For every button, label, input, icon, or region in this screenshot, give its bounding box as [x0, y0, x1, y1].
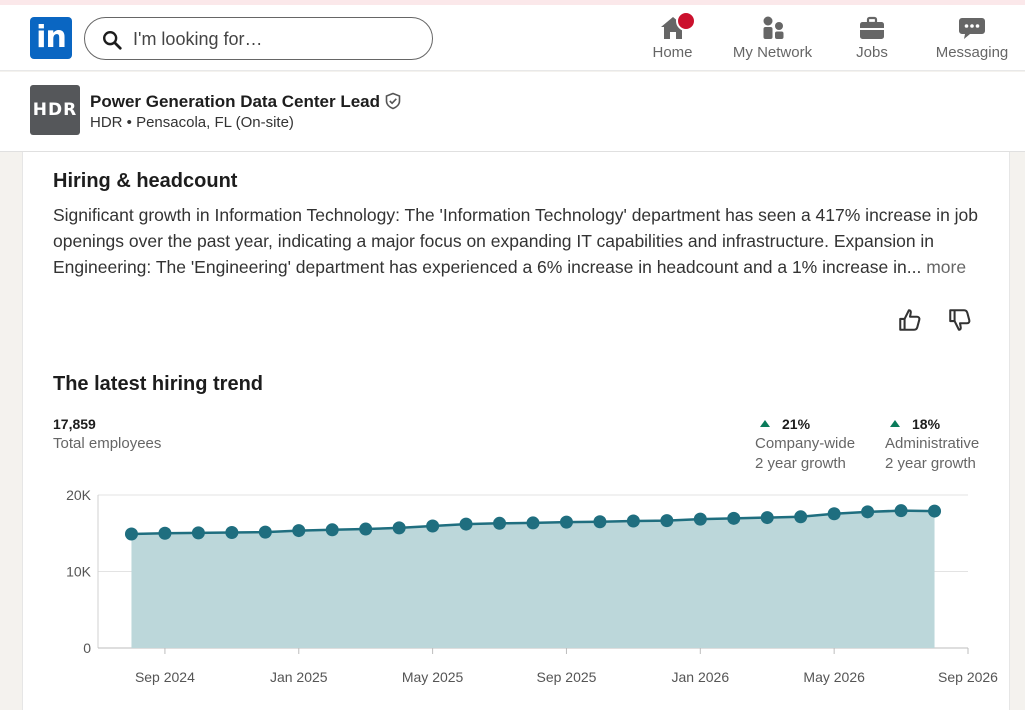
job-title[interactable]: Power Generation Data Center Lead: [90, 92, 402, 112]
data-point: [459, 517, 473, 531]
data-point: [794, 510, 808, 524]
verified-shield-icon: [385, 92, 401, 110]
search-input[interactable]: [133, 26, 423, 52]
x-tick-label: Sep 2025: [536, 669, 596, 685]
search-box[interactable]: [84, 17, 433, 60]
data-point: [225, 525, 239, 539]
data-point: [861, 505, 875, 519]
data-point: [191, 526, 205, 540]
show-more-link[interactable]: more: [926, 257, 967, 277]
briefcase-icon: [860, 16, 884, 39]
hiring-summary-text: Significant growth in Information Techno…: [53, 205, 979, 277]
nav-jobs[interactable]: Jobs: [848, 15, 896, 67]
up-arrow-icon: [890, 420, 900, 427]
company-wide-line1: Company-wide: [755, 435, 856, 452]
data-point: [626, 514, 640, 528]
data-point: [894, 504, 908, 518]
data-point: [359, 522, 373, 536]
data-point: [493, 516, 507, 530]
people-icon: [763, 16, 783, 39]
job-title-text: Power Generation Data Center Lead: [90, 92, 381, 111]
x-tick-label: Jan 2025: [270, 669, 328, 685]
data-point: [693, 512, 707, 526]
data-point: [325, 523, 339, 537]
message-icon: [959, 18, 985, 39]
administrative-growth-value: 18%: [890, 416, 940, 432]
data-point: [928, 504, 942, 518]
data-point: [660, 514, 674, 528]
job-subtitle: HDR • Pensacola, FL (On-site): [90, 114, 294, 131]
data-point: [760, 511, 774, 525]
administrative-growth-label: Administrative 2 year growth: [885, 434, 979, 474]
job-header: HDR Power Generation Data Center Lead HD…: [0, 72, 1025, 152]
data-point: [827, 507, 841, 521]
thumbs-up-icon[interactable]: [897, 307, 923, 333]
y-tick-label: 10K: [66, 564, 92, 580]
x-tick-label: Sep 2024: [135, 669, 195, 685]
data-point: [292, 524, 306, 538]
data-point: [392, 521, 406, 535]
x-tick-label: May 2025: [402, 669, 464, 685]
nav-home[interactable]: Home: [645, 11, 700, 67]
search-icon: [103, 31, 122, 50]
data-point: [426, 519, 440, 533]
company-wide-line2: 2 year growth: [755, 455, 846, 472]
nav-home-label: Home: [652, 44, 693, 61]
data-point: [727, 511, 741, 525]
up-arrow-icon: [760, 420, 770, 427]
global-nav: in Home My Network Jobs: [0, 5, 1025, 71]
insights-card: Hiring & headcount Significant growth in…: [22, 152, 1010, 710]
hiring-trend-chart: 0 10K 20K Sep 2024 Jan 2025 May 2025 Sep 2025 J…: [66, 487, 998, 685]
nav-messaging[interactable]: Messaging: [934, 15, 1010, 67]
y-tick-label: 20K: [66, 487, 92, 503]
hiring-summary: Significant growth in Information Techno…: [53, 202, 983, 280]
administrative-line2: 2 year growth: [885, 455, 976, 472]
data-point: [124, 527, 138, 541]
data-point: [526, 516, 540, 530]
company-wide-growth-number: 21%: [782, 416, 811, 432]
administrative-line1: Administrative: [885, 435, 980, 452]
data-point: [559, 515, 573, 529]
company-logo[interactable]: HDR: [30, 85, 80, 135]
nav-messaging-label: Messaging: [935, 44, 1009, 61]
data-point: [593, 515, 607, 529]
thumbs-down-icon[interactable]: [947, 307, 973, 333]
company-wide-growth-label: Company-wide 2 year growth: [755, 434, 855, 474]
total-employees-label: Total employees: [53, 435, 162, 452]
administrative-growth-number: 18%: [912, 416, 941, 432]
data-point: [158, 526, 172, 540]
top-accent-strip: [0, 0, 1025, 5]
nav-my-network[interactable]: My Network: [730, 15, 815, 67]
area-fill: [131, 510, 935, 648]
x-tick-label: May 2026: [803, 669, 865, 685]
y-tick-label: 0: [83, 640, 91, 656]
data-point: [258, 525, 272, 539]
linkedin-logo[interactable]: in: [30, 17, 72, 59]
notification-badge: [676, 11, 696, 31]
total-employees-value: 17,859: [53, 416, 96, 432]
hiring-headcount-heading: Hiring & headcount: [53, 170, 238, 192]
nav-my-network-label: My Network: [732, 44, 813, 61]
hiring-trend-heading: The latest hiring trend: [53, 373, 264, 395]
nav-jobs-label: Jobs: [856, 44, 888, 61]
company-wide-growth-value: 21%: [760, 416, 810, 432]
x-tick-label: Sep 2026: [938, 669, 998, 685]
x-tick-label: Jan 2026: [672, 669, 730, 685]
